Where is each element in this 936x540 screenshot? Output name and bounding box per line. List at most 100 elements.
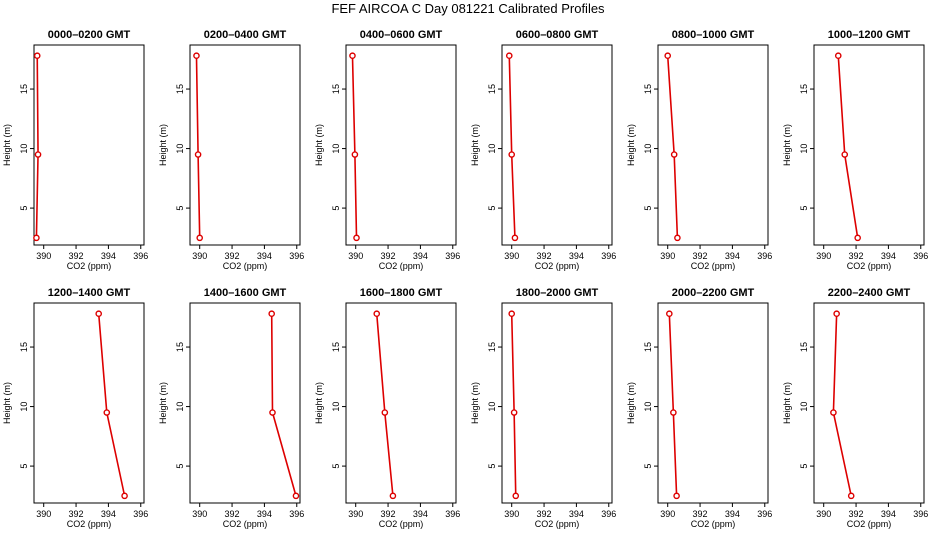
x-tick-label: 394 <box>569 251 584 261</box>
y-tick-label: 5 <box>643 206 653 211</box>
y-axis-label: Height (m) <box>470 124 480 166</box>
y-tick-label: 5 <box>19 464 29 469</box>
y-tick-label: 10 <box>175 144 185 154</box>
x-tick-label: 392 <box>537 251 552 261</box>
x-tick-label: 396 <box>445 251 460 261</box>
profile-line <box>508 55 516 238</box>
x-tick-label: 392 <box>381 509 396 519</box>
data-point <box>841 151 849 158</box>
profile-line <box>666 55 679 238</box>
data-point <box>830 409 837 416</box>
data-point <box>664 52 672 60</box>
y-tick-label: 10 <box>643 144 653 154</box>
data-point <box>196 234 204 242</box>
y-tick-label: 5 <box>175 206 185 211</box>
profile-line <box>375 313 394 496</box>
y-tick-label: 15 <box>487 342 497 352</box>
data-point <box>381 409 389 416</box>
y-tick-label: 5 <box>799 206 809 211</box>
y-axis-label: Height (m) <box>470 382 480 424</box>
profile-panel-5: 0800–1000 GMT 390 392 394 396 5 10 15 CO2 (ppm) H… <box>626 29 772 271</box>
y-tick-label: 15 <box>175 342 185 352</box>
x-tick-label: 390 <box>816 509 831 519</box>
x-tick-label: 390 <box>36 251 51 261</box>
plot-frame <box>813 302 925 504</box>
panel-title: 2000–2200 GMT <box>672 287 755 299</box>
profile-panel-11: 2000–2200 GMT 390 392 394 396 5 10 15 CO2 (ppm) H… <box>626 287 772 529</box>
y-axis-label: Height (m) <box>2 124 12 166</box>
y-tick-label: 10 <box>799 402 809 412</box>
y-tick-label: 10 <box>19 402 29 412</box>
profile-line <box>668 313 678 496</box>
x-tick-label: 394 <box>101 509 116 519</box>
plot-frame <box>345 302 457 504</box>
x-tick-label: 396 <box>289 509 304 519</box>
profile-line <box>832 313 852 497</box>
x-tick-label: 392 <box>849 509 864 519</box>
data-point <box>674 234 681 242</box>
x-tick-label: 390 <box>348 251 363 261</box>
x-tick-label: 390 <box>660 509 675 519</box>
panel-title: 0400–0600 GMT <box>360 29 443 41</box>
data-point <box>854 234 861 242</box>
figure-title: FEF AIRCOA C Day 081221 Calibrated Profi… <box>331 1 605 16</box>
x-tick-label: 396 <box>757 251 772 261</box>
x-tick-label: 392 <box>849 251 864 261</box>
plot-frame <box>501 44 613 246</box>
x-tick-label: 396 <box>913 509 928 519</box>
x-tick-label: 390 <box>192 509 207 519</box>
y-axis-label: Height (m) <box>782 382 792 424</box>
panel-title: 2200–2400 GMT <box>828 287 911 299</box>
data-point <box>34 151 42 158</box>
x-tick-label: 394 <box>881 251 896 261</box>
data-point <box>670 409 677 416</box>
profile-panel-4: 0600–0800 GMT 390 392 394 396 5 10 15 CO2 (ppm) H… <box>470 29 616 271</box>
x-axis-label: CO2 (ppm) <box>691 261 736 271</box>
data-point <box>194 151 202 158</box>
y-tick-label: 15 <box>643 342 653 352</box>
y-tick-label: 15 <box>19 342 29 352</box>
y-tick-label: 5 <box>487 464 497 469</box>
panel-title: 1200–1400 GMT <box>48 287 131 299</box>
plot-frame <box>657 44 769 246</box>
profile-line <box>837 55 859 238</box>
x-tick-label: 392 <box>69 509 84 519</box>
x-axis-label: CO2 (ppm) <box>223 261 268 271</box>
data-point <box>666 310 673 318</box>
y-tick-label: 10 <box>175 402 185 412</box>
x-tick-label: 396 <box>601 509 616 519</box>
x-axis-label: CO2 (ppm) <box>847 261 892 271</box>
y-tick-label: 10 <box>331 144 341 154</box>
data-point <box>389 492 397 500</box>
plot-frame <box>501 302 613 504</box>
data-point <box>33 234 40 242</box>
y-tick-label: 15 <box>643 84 653 94</box>
profile-line <box>351 55 358 238</box>
data-point <box>95 310 103 318</box>
y-tick-label: 15 <box>331 84 341 94</box>
x-tick-label: 396 <box>133 509 148 519</box>
data-point <box>505 52 513 60</box>
profile-panel-6: 1000–1200 GMT 390 392 394 396 5 10 15 CO2 (ppm) H… <box>782 29 928 271</box>
y-tick-label: 10 <box>19 144 29 154</box>
plot-frame <box>657 302 769 504</box>
y-tick-label: 15 <box>19 84 29 94</box>
profile-panel-3: 0400–0600 GMT 390 392 394 396 5 10 15 CO2 (ppm) H… <box>314 29 460 271</box>
y-axis-label: Height (m) <box>2 382 12 424</box>
x-tick-label: 390 <box>660 251 675 261</box>
y-tick-label: 5 <box>487 206 497 211</box>
x-tick-label: 392 <box>693 251 708 261</box>
x-tick-label: 396 <box>445 509 460 519</box>
x-tick-label: 390 <box>192 251 207 261</box>
x-axis-label: CO2 (ppm) <box>535 519 580 529</box>
x-tick-label: 394 <box>881 509 896 519</box>
panel-title: 1400–1600 GMT <box>204 287 287 299</box>
y-tick-label: 5 <box>19 206 29 211</box>
x-tick-label: 394 <box>257 251 272 261</box>
x-tick-label: 390 <box>816 251 831 261</box>
data-point <box>33 52 41 60</box>
x-axis-label: CO2 (ppm) <box>223 519 268 529</box>
x-tick-label: 390 <box>348 509 363 519</box>
data-point <box>269 409 276 416</box>
data-point <box>833 310 840 318</box>
